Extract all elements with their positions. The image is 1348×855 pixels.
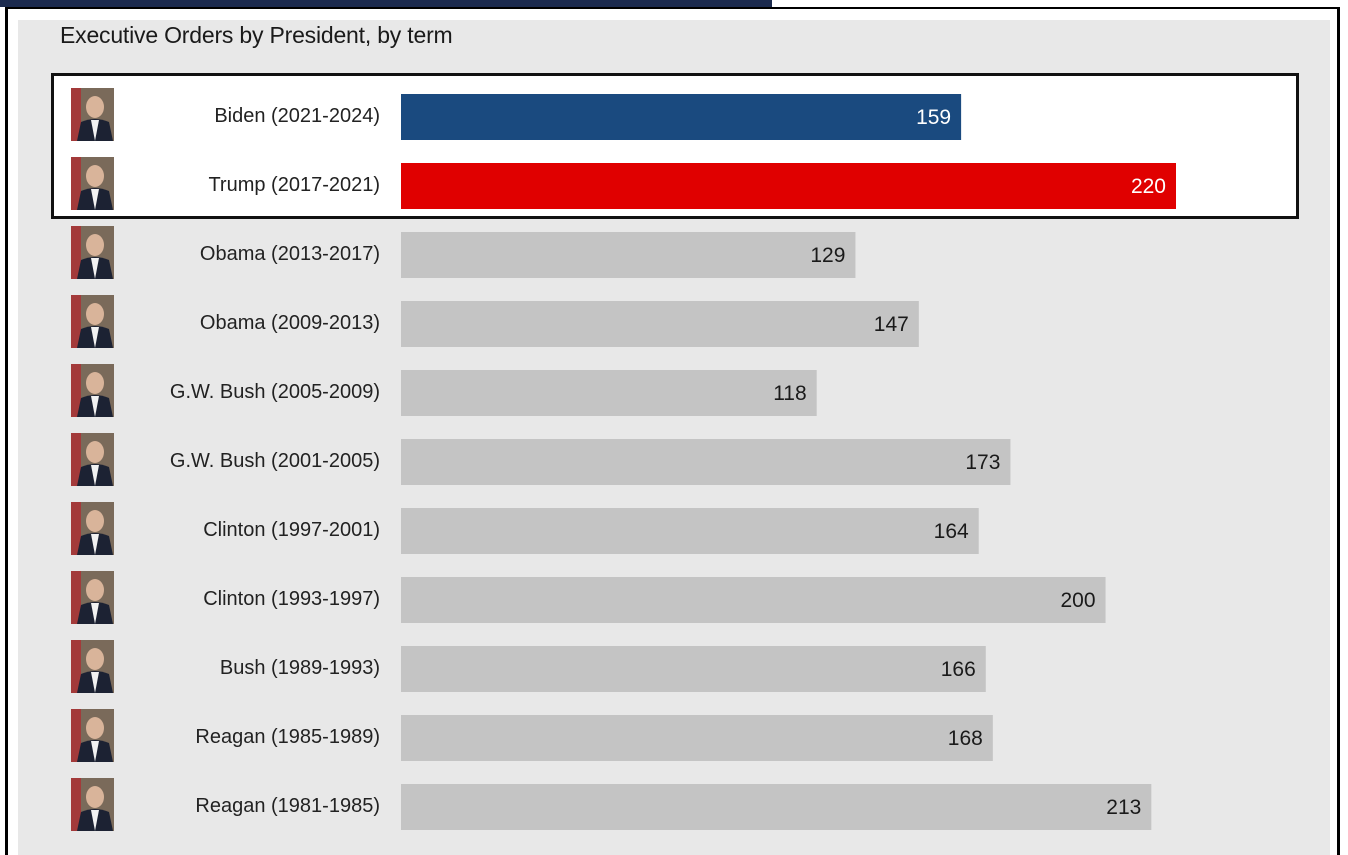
category-label-obama-2009-2013: Obama (2009-2013) xyxy=(199,312,380,334)
chart-title: Executive Orders by President, by term xyxy=(60,22,453,48)
bar-obama-2009-2013 xyxy=(401,301,919,347)
value-label-obama-2009-2013: 147 xyxy=(874,313,909,336)
bar-reagan-1981-1985 xyxy=(401,784,1152,830)
bar-bush-1989-1993 xyxy=(401,646,986,692)
bar-g-w-bush-2005-2009 xyxy=(401,370,817,416)
value-label-bush-1989-1993: 166 xyxy=(941,658,976,681)
reagan-portrait-icon xyxy=(71,778,114,831)
obama-portrait-icon xyxy=(71,226,114,279)
category-label-clinton-1997-2001: Clinton (1997-2001) xyxy=(203,519,380,541)
bar-g-w-bush-2001-2005 xyxy=(401,439,1011,485)
value-label-clinton-1997-2001: 164 xyxy=(934,520,969,543)
value-label-biden-2021-2024: 159 xyxy=(916,106,951,129)
category-label-clinton-1993-1997: Clinton (1993-1997) xyxy=(203,588,380,610)
category-label-g-w-bush-2001-2005: G.W. Bush (2001-2005) xyxy=(169,450,380,472)
reagan-portrait-icon xyxy=(71,709,114,762)
gw-bush-portrait-icon xyxy=(71,433,114,486)
category-label-reagan-1981-1985: Reagan (1981-1985) xyxy=(195,795,380,817)
gw-bush-portrait-icon xyxy=(71,364,114,417)
bar-biden-2021-2024 xyxy=(401,94,962,140)
value-label-g-w-bush-2001-2005: 173 xyxy=(965,451,1000,474)
category-label-reagan-1985-1989: Reagan (1985-1989) xyxy=(195,726,380,748)
value-label-reagan-1985-1989: 168 xyxy=(948,727,983,750)
biden-portrait-icon xyxy=(71,88,114,141)
category-label-obama-2013-2017: Obama (2013-2017) xyxy=(199,243,380,265)
trump-portrait-icon xyxy=(71,157,114,210)
value-label-clinton-1993-1997: 200 xyxy=(1060,589,1095,612)
category-label-biden-2021-2024: Biden (2021-2024) xyxy=(214,105,380,127)
bar-clinton-1997-2001 xyxy=(401,508,979,554)
value-label-obama-2013-2017: 129 xyxy=(810,244,845,267)
clinton-portrait-icon xyxy=(71,571,114,624)
bar-obama-2013-2017 xyxy=(401,232,856,278)
bush-portrait-icon xyxy=(71,640,114,693)
bar-clinton-1993-1997 xyxy=(401,577,1106,623)
bar-reagan-1985-1989 xyxy=(401,715,993,761)
value-label-g-w-bush-2005-2009: 118 xyxy=(773,382,806,405)
category-label-trump-2017-2021: Trump (2017-2021) xyxy=(208,174,380,196)
clinton-portrait-icon xyxy=(71,502,114,555)
obama-portrait-icon xyxy=(71,295,114,348)
bar-trump-2017-2021 xyxy=(401,163,1176,209)
value-label-reagan-1981-1985: 213 xyxy=(1106,796,1141,819)
top-accent-strip xyxy=(0,0,772,7)
category-label-g-w-bush-2005-2009: G.W. Bush (2005-2009) xyxy=(169,381,380,403)
category-label-bush-1989-1993: Bush (1989-1993) xyxy=(219,657,380,679)
value-label-trump-2017-2021: 220 xyxy=(1131,175,1166,198)
